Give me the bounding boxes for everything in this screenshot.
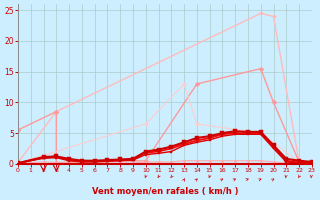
X-axis label: Vent moyen/en rafales ( km/h ): Vent moyen/en rafales ( km/h ) — [92, 187, 238, 196]
